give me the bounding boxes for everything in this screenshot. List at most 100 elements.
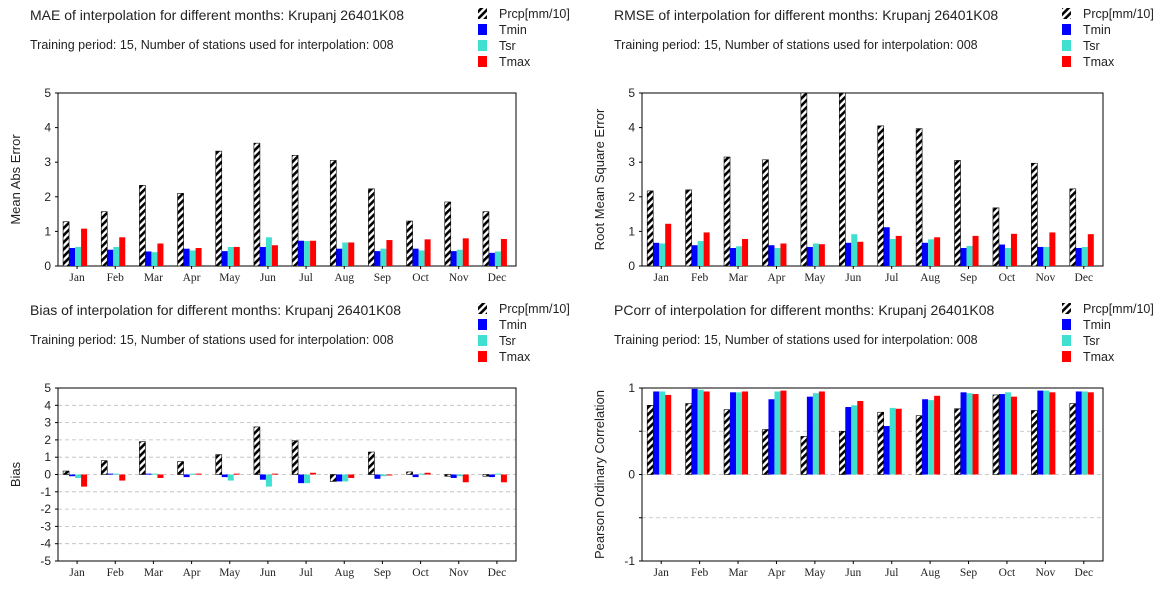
bar-tmin-oct: [412, 248, 419, 266]
bar-tmax-apr: [195, 473, 202, 475]
bar-prcp-apr: [762, 159, 769, 267]
bar-tsr-jul: [889, 407, 896, 475]
bar-tsr-feb: [697, 389, 704, 475]
legend-swatch-tmax: [1062, 56, 1071, 67]
x-tick-label: Oct: [412, 567, 429, 579]
bar-prcp-feb: [100, 211, 108, 267]
bar-prcp-mar: [723, 409, 731, 475]
legend-label-tmin: Tmin: [1083, 23, 1111, 37]
bar-tmax-feb: [119, 474, 126, 481]
bar-tmin-mar: [730, 248, 737, 266]
y-tick-label: 5: [44, 381, 51, 395]
x-tick-label: Apr: [183, 567, 201, 579]
chart-subtitle: Training period: 15, Number of stations …: [30, 38, 394, 52]
bar-tmin-dec: [1075, 391, 1082, 475]
bar-tmax-mar: [742, 239, 749, 266]
y-tick-label: 1: [44, 224, 51, 238]
bar-prcp-may: [800, 436, 808, 475]
bar-tmin-may: [806, 396, 813, 475]
bar-tsr-jul: [304, 474, 311, 484]
bar-tmin-nov: [450, 474, 457, 478]
bar-tsr-jun: [851, 405, 858, 475]
bar-prcp-aug: [329, 474, 337, 482]
x-tick-label: Jun: [845, 567, 861, 579]
bar-tmax-oct: [424, 472, 431, 475]
chart-panel-1: MAE of interpolation for different month…: [8, 7, 570, 284]
y-axis-label: Bias: [8, 461, 23, 487]
bar-tmax-mar: [742, 391, 749, 475]
legend-label-prcp: Prcp[mm/10]: [1083, 302, 1154, 316]
bar-prcp-aug: [915, 128, 923, 267]
x-tick-label: Jun: [260, 272, 276, 284]
y-tick-label: 5: [628, 86, 635, 100]
bar-tmin-jan: [653, 242, 660, 266]
bar-tsr-nov: [456, 474, 463, 477]
bar-tmax-apr: [195, 248, 202, 266]
bar-tmin-feb: [691, 388, 698, 475]
bar-tsr-jun: [265, 237, 272, 266]
bar-tmax-apr: [780, 243, 787, 266]
legend-swatch-tmax: [478, 56, 487, 67]
bar-tmax-feb: [119, 237, 126, 266]
x-tick-label: May: [219, 272, 240, 284]
bar-tmin-jan: [69, 474, 76, 477]
y-tick-label: 3: [628, 155, 635, 169]
bar-prcp-sep: [368, 451, 375, 475]
x-tick-label: Jan: [654, 272, 670, 284]
x-tick-label: Mar: [728, 567, 747, 579]
chart-title: Bias of interpolation for different mont…: [30, 302, 401, 318]
legend-label-tmax: Tmax: [1083, 350, 1115, 364]
y-tick-label: 0: [628, 259, 635, 273]
bar-tsr-oct: [1004, 392, 1011, 475]
legend-swatch-tmin: [1062, 319, 1071, 330]
bar-tmax-nov: [462, 474, 469, 483]
bar-tsr-aug: [342, 474, 349, 482]
y-tick-label: 4: [44, 398, 51, 412]
bar-tmin-feb: [107, 249, 114, 266]
legend-label-tsr: Tsr: [499, 39, 516, 53]
bar-tsr-jul: [889, 239, 896, 266]
bar-tsr-sep: [380, 248, 387, 266]
bar-tmax-jul: [310, 240, 317, 266]
chart-title: PCorr of interpolation for different mon…: [614, 302, 995, 318]
bar-tmin-sep: [960, 248, 967, 266]
bar-tmin-oct: [998, 244, 1005, 266]
y-tick-label: -2: [40, 502, 51, 516]
bar-prcp-jun: [253, 426, 261, 475]
bar-tmax-may: [818, 391, 825, 475]
bar-prcp-jun: [838, 430, 846, 475]
y-tick-label: 0: [628, 468, 635, 482]
y-tick-label: 3: [44, 416, 51, 430]
legend-swatch-tsr: [478, 335, 487, 346]
bar-tsr-sep: [380, 474, 387, 477]
bar-tsr-dec: [1081, 391, 1088, 475]
y-tick-label: 2: [44, 433, 51, 447]
bar-tmin-sep: [374, 251, 381, 266]
chart-panel-3: Bias of interpolation for different mont…: [8, 302, 570, 579]
bar-tmax-sep: [972, 394, 979, 475]
legend-label-tsr: Tsr: [1083, 334, 1100, 348]
bar-tsr-jan: [659, 243, 666, 266]
legend-label-tmax: Tmax: [499, 350, 531, 364]
x-tick-label: May: [219, 567, 240, 579]
bar-tmin-mar: [145, 251, 152, 266]
bar-tmax-aug: [348, 474, 355, 478]
bar-tmin-feb: [107, 473, 114, 475]
bar-tmax-nov: [1049, 392, 1056, 475]
bar-tsr-dec: [494, 251, 501, 266]
bar-tmin-apr: [768, 399, 775, 475]
bar-prcp-nov: [1031, 162, 1038, 267]
x-tick-label: Aug: [920, 567, 940, 579]
chart-title: MAE of interpolation for different month…: [30, 7, 404, 23]
bar-tsr-nov: [1043, 246, 1050, 266]
bar-prcp-feb: [685, 189, 692, 267]
bar-tmin-mar: [730, 392, 737, 475]
bar-tsr-oct: [1004, 248, 1011, 266]
bar-tmax-mar: [157, 474, 164, 478]
bar-tsr-feb: [113, 246, 120, 266]
x-tick-label: Jun: [260, 567, 276, 579]
bar-tmax-may: [233, 246, 240, 266]
legend-label-prcp: Prcp[mm/10]: [1083, 7, 1154, 21]
bar-tmin-jul: [883, 426, 890, 475]
y-axis-label: Pearson Ordinary Correlation: [592, 390, 607, 559]
